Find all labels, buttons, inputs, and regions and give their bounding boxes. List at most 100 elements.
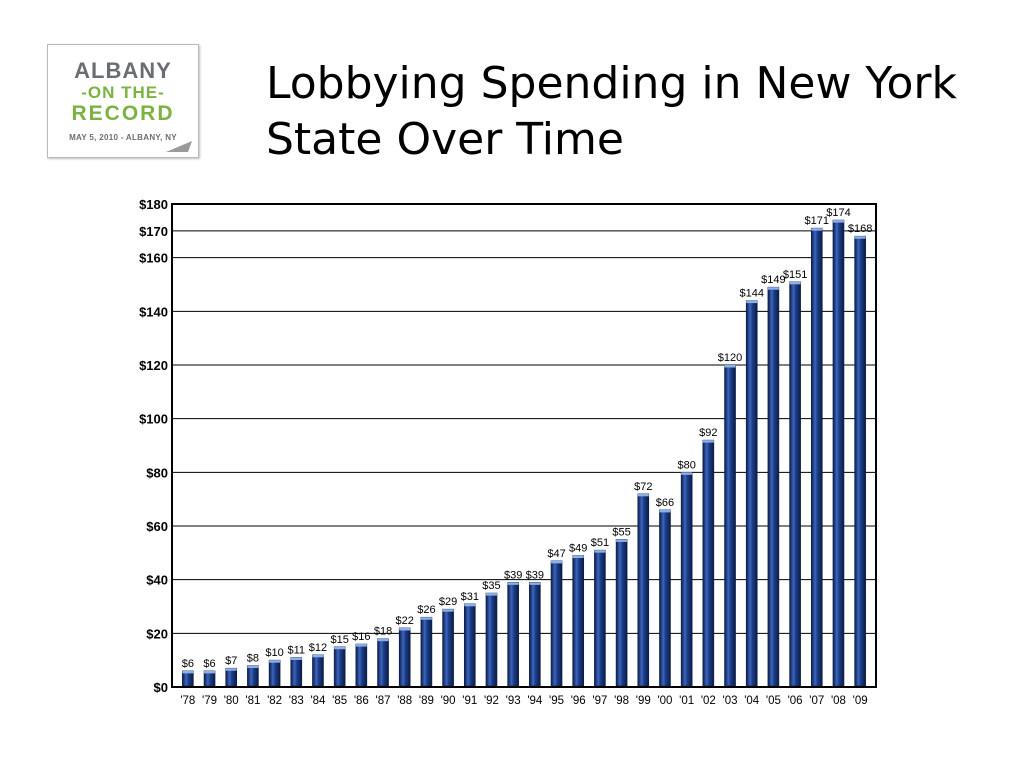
x-tick-label: '02: [701, 695, 716, 707]
bar: [550, 560, 563, 687]
data-label: $8: [247, 653, 259, 665]
logo-line-date: MAY 5, 2010 - ALBANY, NY: [69, 133, 177, 142]
bar-top-highlight: [377, 638, 389, 642]
plot-frame: [171, 203, 877, 688]
bar: [247, 665, 259, 687]
bar-top-highlight: [746, 300, 758, 304]
bar: [507, 582, 519, 687]
bar-top-highlight: [334, 646, 346, 650]
data-label: $49: [569, 543, 587, 555]
bar-top-highlight: [225, 668, 237, 671]
data-label: $35: [482, 580, 500, 592]
y-tick-label: $100: [139, 412, 168, 427]
bar: [463, 603, 476, 687]
bar: [377, 638, 389, 687]
y-tick-label: $140: [139, 304, 168, 319]
data-label: $174: [826, 207, 850, 219]
bar-top-highlight: [182, 670, 194, 674]
bar-top-highlight: [594, 550, 606, 553]
x-tick-label: '84: [310, 695, 326, 707]
bar: [832, 219, 845, 687]
data-labels: $6 $6 $7 $8 $10 $11 $12$15 $16 $18$22$26$29 $31$3…: [182, 207, 873, 670]
data-label: $151: [783, 269, 807, 281]
bar: [789, 281, 801, 687]
bar-top-highlight: [811, 228, 823, 231]
data-label: $29: [439, 596, 457, 608]
x-tick-label: '86: [354, 695, 369, 707]
albany-on-the-record-logo: ALBANY -ON THE- RECORD MAY 5, 2010 - ALB…: [47, 44, 199, 158]
data-label: $149: [761, 274, 785, 286]
x-tick-label: '03: [723, 695, 738, 707]
bar: [572, 555, 585, 687]
x-tick-label: '90: [441, 695, 456, 707]
bar-top-highlight: [529, 582, 541, 585]
bar: [810, 227, 823, 687]
bar: [312, 654, 324, 687]
bar: [659, 509, 671, 687]
data-label: $6: [182, 658, 194, 670]
y-tick-label: $0: [154, 680, 168, 695]
bar: [680, 472, 693, 687]
x-tick-label: '91: [462, 695, 477, 707]
data-label: $51: [591, 537, 609, 549]
y-tick-label: $120: [139, 358, 168, 373]
bar-top-highlight: [204, 670, 216, 674]
x-axis-tick-labels: '78 '79 '80 '81 '82 '83 '84 '85 '86 '87 '88 '89 '90 '…: [180, 695, 867, 707]
bar-top-highlight: [420, 617, 432, 620]
data-label: $39: [526, 569, 544, 581]
bar-top-highlight: [247, 665, 259, 669]
logo-line-record: RECORD: [71, 102, 175, 125]
x-tick-label: '99: [636, 695, 651, 707]
y-tick-label: $80: [146, 465, 168, 480]
bar: [355, 643, 368, 687]
bar-top-highlight: [290, 657, 302, 660]
bar-top-highlight: [789, 281, 801, 285]
x-tick-label: '08: [831, 695, 846, 707]
bar-top-highlight: [637, 493, 649, 497]
bar-top-highlight: [442, 609, 454, 612]
x-tick-label: '96: [571, 695, 586, 707]
y-axis-tick-labels: $0 $20 $40 $60 $80 $100 $120 $140 $160 $170 $180: [139, 197, 168, 695]
bar-top-highlight: [485, 593, 497, 596]
x-tick-label: '93: [506, 695, 521, 707]
bar: [594, 549, 606, 687]
bar: [724, 364, 736, 687]
bar-top-highlight: [399, 627, 411, 631]
data-label: $144: [739, 288, 763, 300]
data-label: $7: [225, 655, 237, 667]
logo-line-on-the: -ON THE-: [81, 83, 165, 102]
x-tick-label: '07: [809, 695, 824, 707]
data-label: $66: [656, 497, 674, 509]
bar: [529, 582, 541, 687]
x-tick-label: '82: [267, 695, 282, 707]
bar-top-highlight: [572, 555, 584, 559]
bar-top-highlight: [355, 644, 367, 647]
x-tick-label: '80: [224, 695, 239, 707]
page-fold-icon: [166, 141, 192, 152]
bar: [442, 608, 454, 687]
data-label: $168: [848, 223, 872, 235]
bar: [745, 300, 758, 687]
bar-top-highlight: [507, 582, 519, 585]
x-tick-label: '81: [245, 695, 260, 707]
data-label: $80: [677, 459, 695, 471]
x-tick-label: '01: [679, 695, 694, 707]
data-label: $92: [699, 427, 717, 439]
bar-top-highlight: [269, 660, 281, 663]
x-tick-label: '85: [332, 695, 347, 707]
x-tick-label: '09: [853, 695, 868, 707]
x-tick-label: '78: [180, 695, 195, 707]
bar: [702, 439, 715, 687]
y-tick-label: $20: [146, 626, 168, 641]
bar: [854, 235, 866, 687]
bar: [420, 616, 433, 687]
data-label: $12: [309, 642, 327, 654]
data-label: $18: [374, 626, 392, 638]
data-label: $72: [634, 481, 652, 493]
bar: [398, 627, 411, 687]
bar-top-highlight: [312, 654, 324, 658]
bar: [225, 667, 238, 687]
bar-top-highlight: [681, 472, 693, 475]
x-tick-label: '79: [202, 695, 217, 707]
